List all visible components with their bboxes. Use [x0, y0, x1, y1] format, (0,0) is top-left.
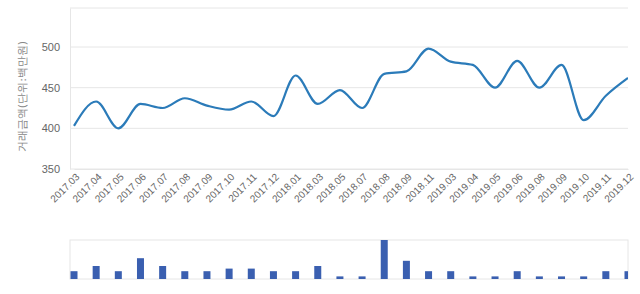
volume-bar [558, 276, 565, 279]
volume-bar [447, 271, 454, 279]
x-axis: 2017.032017.042017.052017.062017.072017.… [48, 169, 636, 204]
x-tick-label: 2019.12 [602, 171, 636, 205]
volume-bars [71, 240, 629, 279]
volume-bar [226, 269, 233, 279]
volume-bar [469, 276, 476, 279]
volume-bar [403, 261, 410, 279]
y-tick-label: 400 [42, 122, 60, 134]
volume-bar [203, 271, 210, 279]
volume-bar [359, 276, 366, 279]
grid-line [70, 87, 628, 88]
y-tick: 450 [42, 82, 70, 94]
volume-bar [580, 276, 587, 279]
volume-frame [70, 240, 628, 279]
volume-bar [425, 271, 432, 279]
y-tick: 350 [42, 163, 70, 175]
grid [70, 47, 628, 169]
volume-bar [248, 269, 255, 279]
price-line [74, 49, 628, 129]
volume-bar [159, 266, 166, 279]
volume-bar [625, 271, 629, 279]
volume-bar [602, 271, 609, 279]
y-tick-label: 450 [42, 82, 60, 94]
volume-bar [115, 271, 122, 279]
volume-bar [270, 271, 277, 279]
volume-bar [181, 271, 188, 279]
y-tick-label: 500 [42, 41, 60, 53]
volume-bar [292, 271, 299, 279]
y-axis-title: 거래금액(단위:백만원) [16, 41, 29, 152]
grid-line [70, 169, 628, 170]
line-plot [74, 49, 628, 129]
volume-bar [492, 276, 499, 279]
volume-bar [93, 266, 100, 279]
volume-bar [137, 258, 144, 279]
x-tick: 2019.12 [602, 169, 636, 204]
chart: 350 400 450 500 거래금액(단위:백만원) 2017.032017.0420… [0, 0, 640, 294]
volume-bar [336, 276, 343, 279]
volume-bar [536, 276, 543, 279]
volume-bar [71, 271, 78, 279]
volume-bar [314, 266, 321, 279]
y-tick: 400 [42, 122, 70, 134]
y-tick: 500 [42, 41, 70, 53]
y-tick-label: 350 [42, 163, 60, 175]
grid-line [70, 47, 628, 48]
volume-bar [514, 271, 521, 279]
y-axis-line [70, 9, 71, 170]
x-axis-line [75, 169, 629, 170]
plot-frame-top [70, 8, 628, 9]
grid-line [70, 128, 628, 129]
y-axis: 350 400 450 500 [42, 9, 71, 176]
volume-bar [381, 240, 388, 279]
